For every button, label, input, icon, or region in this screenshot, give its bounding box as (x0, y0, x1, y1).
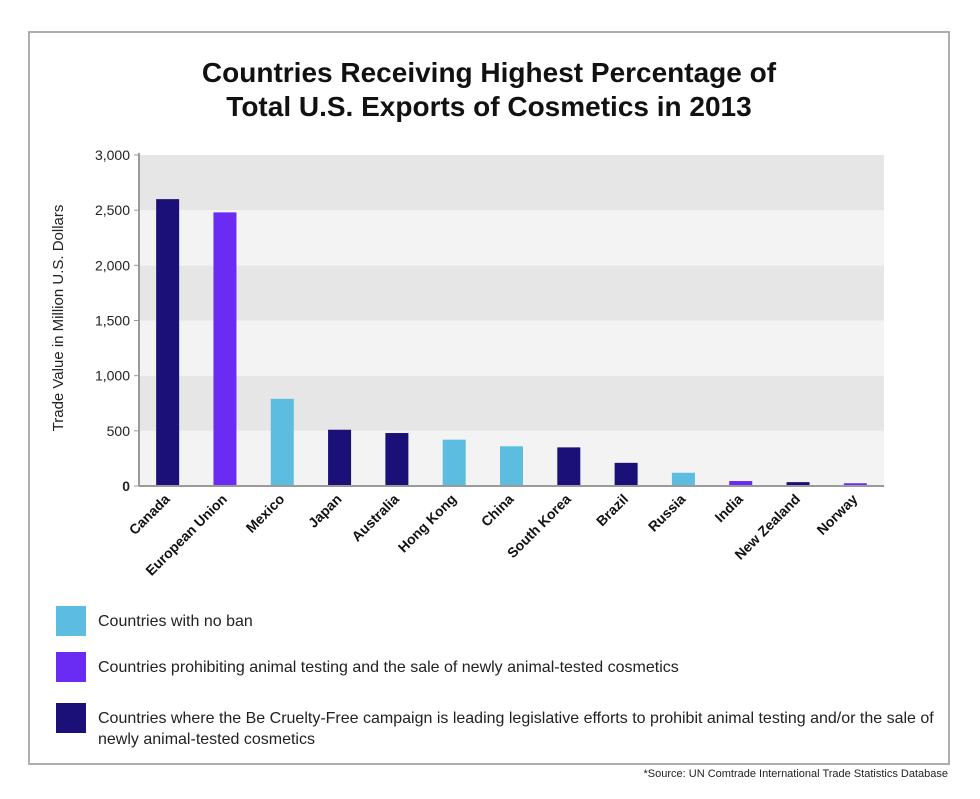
bar-norway (843, 483, 867, 486)
legend-item-prohibiting: Countries prohibiting animal testing and… (56, 652, 936, 682)
legend-swatch (56, 606, 86, 636)
bar-european-union (213, 212, 237, 486)
y-tick-label: 2,500 (95, 202, 130, 218)
legend-label: Countries where the Be Cruelty-Free camp… (98, 710, 934, 748)
bar-brazil (614, 462, 638, 486)
x-tick-label: Canada (126, 491, 173, 538)
x-tick-label: Brazil (593, 491, 631, 529)
y-tick-label: 0 (122, 478, 130, 494)
bar-australia (385, 433, 409, 486)
y-tick-label: 2,000 (95, 257, 130, 273)
legend-swatch (56, 703, 86, 733)
grid-band (139, 155, 884, 211)
source-note: *Source: UN Comtrade International Trade… (643, 768, 948, 780)
bar-japan (328, 429, 352, 486)
chart-frame (28, 31, 950, 765)
x-tick-label: Australia (348, 491, 402, 545)
bar-india (729, 481, 753, 486)
title-line-1: Countries Receiving Highest Percentage o… (201, 57, 777, 88)
bar-south-korea (557, 447, 581, 486)
y-axis-label: Trade Value in Million U.S. Dollars (50, 205, 67, 432)
x-tick-label: China (478, 491, 517, 530)
x-tick-label: Norway (813, 491, 860, 538)
legend-item-campaign: Countries where the Be Cruelty-Free camp… (56, 703, 936, 750)
x-tick-label: Hong Kong (395, 491, 460, 556)
grid-band (139, 210, 884, 266)
y-tick-label: 1,000 (95, 368, 130, 384)
bar-new-zealand (786, 482, 810, 486)
x-tick-label: India (711, 491, 746, 526)
legend-label: Countries prohibiting animal testing and… (98, 659, 679, 676)
x-tick-label: Mexico (243, 491, 288, 536)
y-tick-label: 1,500 (95, 313, 130, 329)
bar-mexico (270, 398, 294, 486)
legend-swatch (56, 652, 86, 682)
title-line-2: Total U.S. Exports of Cosmetics in 2013 (226, 91, 752, 122)
bar-china (500, 446, 523, 486)
x-tick-label: Japan (305, 491, 345, 531)
chart-title: Countries Receiving Highest Percentage o… (28, 56, 950, 124)
plot-background-bands (139, 155, 884, 486)
grid-band (139, 375, 884, 431)
bar-canada (156, 199, 180, 486)
legend-label: Countries with no ban (98, 613, 253, 630)
y-tick-labels: 0 500 1,000 1,500 2,000 2,500 3,000 (95, 147, 139, 494)
bar-hong-kong (442, 439, 466, 486)
y-tick-label: 3,000 (95, 147, 130, 163)
grid-band (139, 320, 884, 376)
y-tick-label: 500 (107, 423, 131, 439)
x-tick-label: Russia (645, 491, 689, 535)
grid-band (139, 265, 884, 321)
legend-item-no-ban: Countries with no ban (56, 606, 936, 636)
bar-series (156, 199, 867, 486)
bar-russia (671, 472, 695, 486)
